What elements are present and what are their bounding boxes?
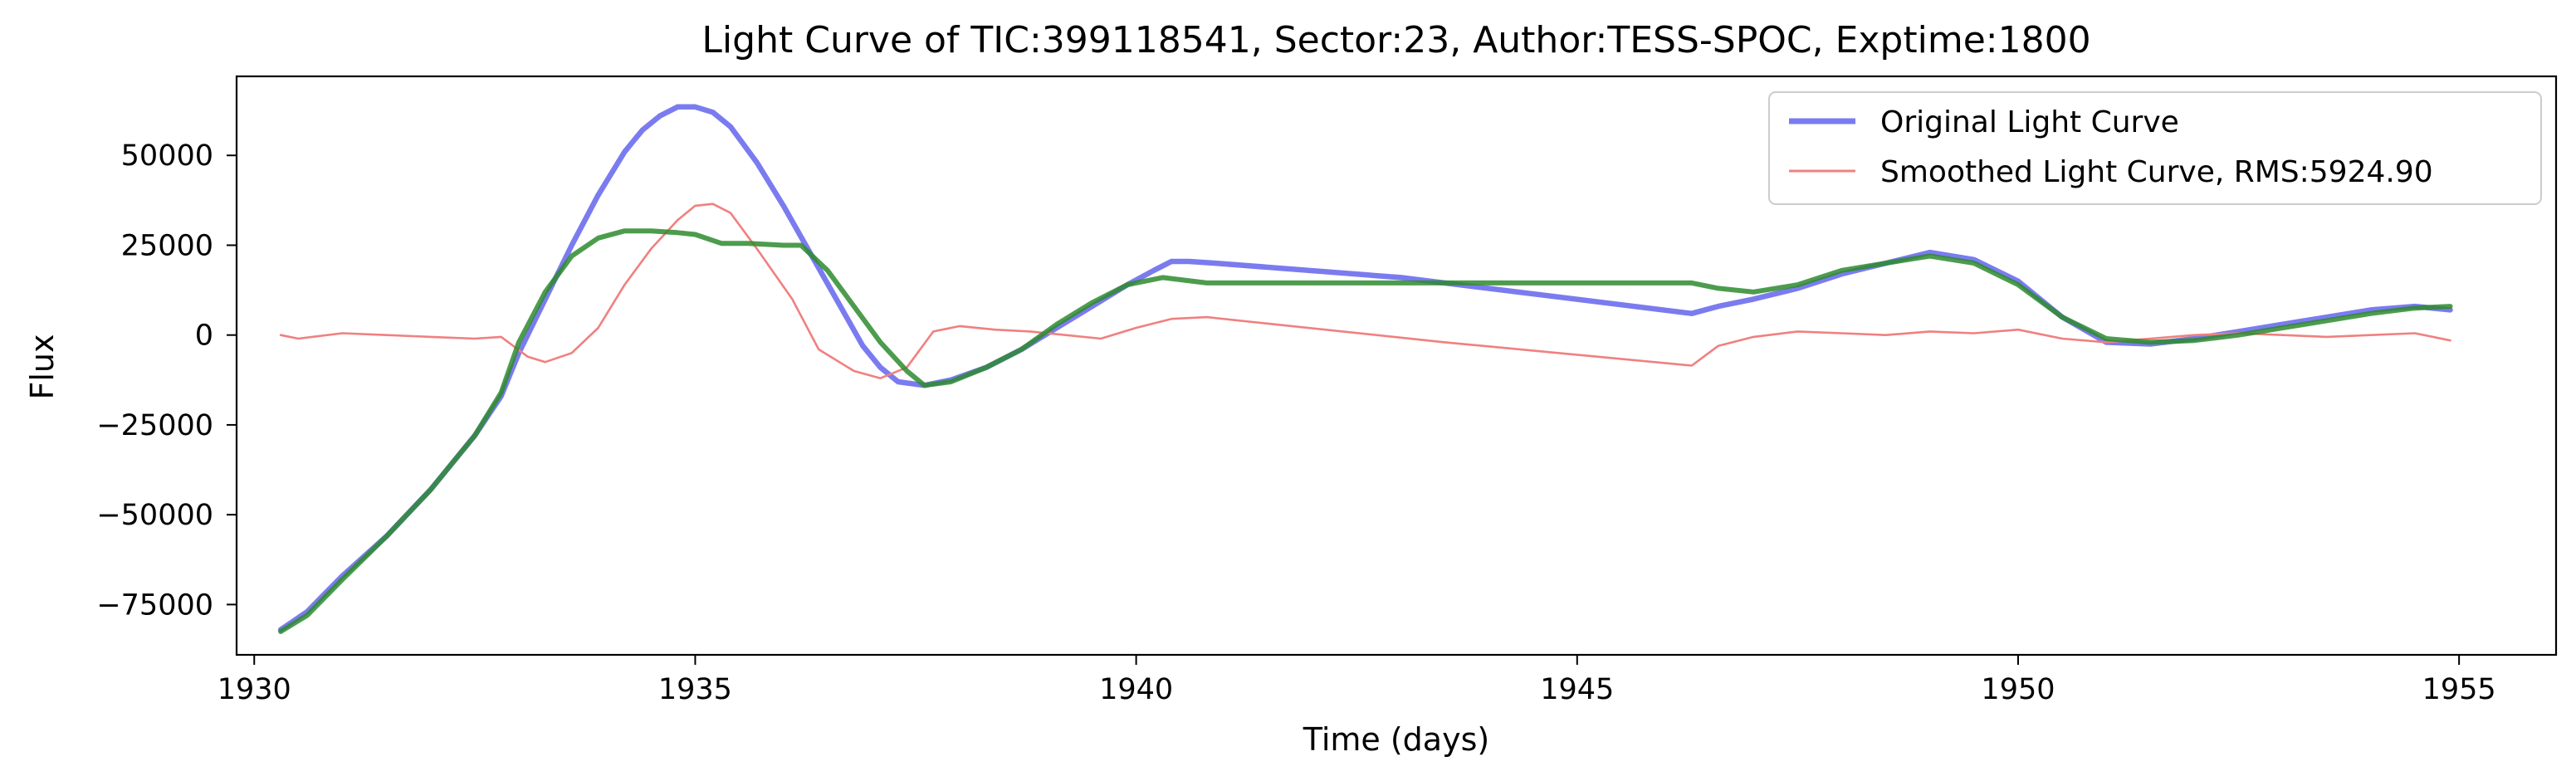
x-tick-label: 1935	[658, 673, 732, 706]
legend-label-smoothed: Smoothed Light Curve, RMS:5924.90	[1880, 155, 2433, 189]
chart-title: Light Curve of TIC:399118541, Sector:23,…	[701, 19, 2090, 61]
plot-frame	[235, 75, 2558, 657]
series-line-1	[279, 203, 2451, 380]
x-axis-label: Time (days)	[1303, 721, 1489, 758]
series-layer	[277, 104, 2453, 634]
y-axis: −75000 −50000 −25000 0 25000 50000	[96, 139, 237, 622]
series-line-2	[278, 228, 2453, 634]
y-axis-label: Flux	[24, 334, 61, 400]
x-tick-label: 1945	[1540, 673, 1614, 706]
legend-box	[1768, 91, 2542, 205]
x-tick-label: 1930	[218, 673, 291, 706]
x-tick-label: 1955	[2422, 673, 2496, 706]
x-tick-label: 1940	[1099, 673, 1173, 706]
legend-label-original: Original Light Curve	[1880, 105, 2179, 139]
legend: Original Light Curve Smoothed Light Curv…	[1768, 91, 2542, 205]
plot-area	[235, 75, 2558, 657]
y-tick-label: −50000	[96, 499, 213, 532]
y-tick-label: −75000	[96, 588, 213, 622]
y-tick-label: 25000	[121, 229, 213, 262]
y-tick-label: −25000	[96, 409, 213, 442]
y-tick-label: 0	[195, 320, 213, 353]
x-axis: 1930 1935 1940 1945 1950 1955	[218, 655, 2496, 706]
y-tick-label: 50000	[121, 139, 213, 173]
x-tick-label: 1950	[1981, 673, 2055, 706]
